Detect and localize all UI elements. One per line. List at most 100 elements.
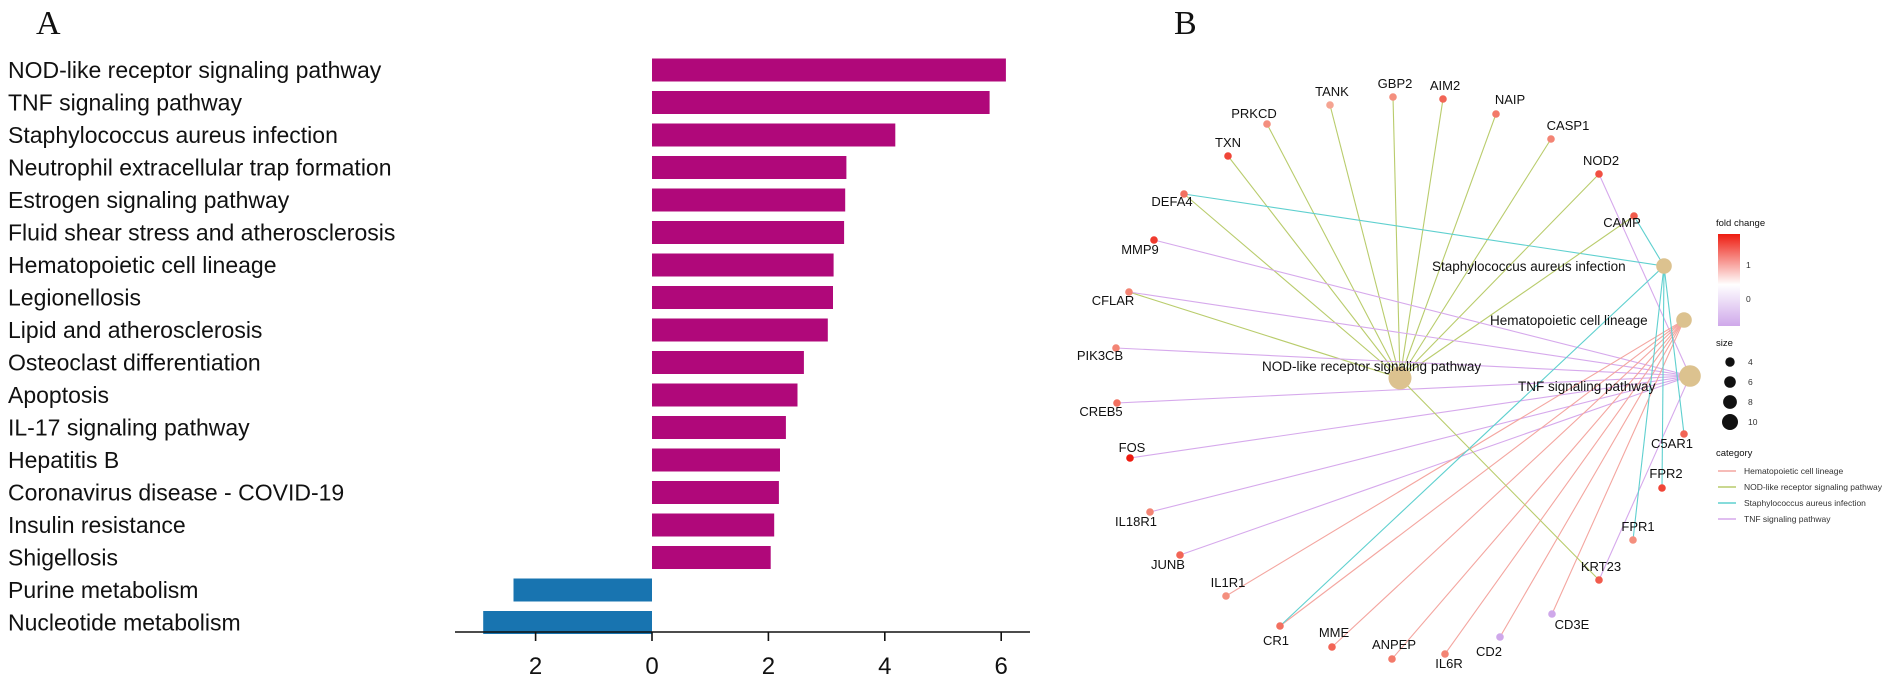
- x-tick-label: 2: [529, 653, 542, 680]
- category-label: Estrogen signaling pathway: [8, 187, 290, 213]
- network-edge: [1153, 239, 1691, 377]
- bar: [652, 58, 1006, 82]
- pathway-node-label: Hematopoietic cell lineage: [1490, 313, 1648, 328]
- gene-node-label: IL1R1: [1211, 575, 1246, 590]
- gene-node: [1146, 508, 1154, 516]
- network-edges: [1115, 96, 1691, 660]
- bar: [652, 91, 990, 114]
- bar: [652, 221, 845, 244]
- network-edge: [1399, 377, 1600, 581]
- category-label: Legionellosis: [8, 285, 141, 311]
- gene-node-label: ANPEP: [1372, 637, 1416, 652]
- category-legend-label: TNF signaling pathway: [1744, 514, 1831, 524]
- network-edge: [1128, 291, 1691, 377]
- network-edge: [1183, 193, 1665, 267]
- gene-node: [1496, 633, 1504, 641]
- category-label: Purine metabolism: [8, 577, 198, 603]
- network-edge: [1392, 96, 1401, 379]
- network-edge: [1661, 265, 1665, 489]
- size-legend-dot: [1724, 376, 1736, 388]
- bar: [513, 578, 652, 602]
- network-edge: [1128, 291, 1401, 379]
- gene-node-label: CR1: [1263, 633, 1289, 648]
- gene-node-label: DEFA4: [1151, 194, 1192, 209]
- legend-category-title: category: [1716, 448, 1753, 459]
- network-edge: [1551, 319, 1685, 615]
- gene-node: [1595, 576, 1603, 584]
- panel-b-letter: B: [1174, 5, 1197, 42]
- gene-node-label: KRT23: [1581, 559, 1621, 574]
- gene-node: [1150, 236, 1158, 244]
- category-label: Insulin resistance: [8, 512, 186, 538]
- gene-node-label: FOS: [1119, 440, 1146, 455]
- category-label: Lipid and atherosclerosis: [8, 317, 262, 343]
- category-label: Apoptosis: [8, 382, 109, 408]
- gene-node-label: IL18R1: [1115, 514, 1157, 529]
- legend-fc-tick: 1: [1746, 260, 1751, 270]
- bar: [652, 383, 798, 407]
- gene-node: [1658, 484, 1666, 492]
- size-legend-label: 4: [1748, 357, 1753, 367]
- category-label: Nucleotide metabolism: [8, 610, 241, 636]
- x-tick-label: 6: [995, 653, 1008, 680]
- gene-node: [1388, 655, 1396, 663]
- category-label: Neutrophil extracellular trap formation: [8, 155, 392, 181]
- gene-node-label: NAIP: [1495, 92, 1525, 107]
- pathway-node-label: Staphylococcus aureus infection: [1432, 259, 1626, 274]
- size-legend-label: 10: [1748, 417, 1758, 427]
- gene-node: [1276, 622, 1284, 630]
- bar: [652, 318, 828, 342]
- network-edge: [1444, 319, 1685, 655]
- category-label: Hematopoietic cell lineage: [8, 252, 277, 278]
- network-edge: [1632, 265, 1665, 541]
- category-label: Coronavirus disease - COVID-19: [8, 480, 344, 506]
- gene-node: [1263, 120, 1271, 128]
- category-label: Shigellosis: [8, 545, 118, 571]
- gene-node-label: MME: [1319, 625, 1350, 640]
- category-label: Hepatitis B: [8, 447, 119, 473]
- gene-node-label: TANK: [1315, 84, 1349, 99]
- gene-node-label: CD2: [1476, 644, 1502, 659]
- gene-node: [1112, 344, 1120, 352]
- gene-node-label: PIK3CB: [1077, 348, 1123, 363]
- network-edge: [1598, 375, 1691, 581]
- gene-node: [1680, 430, 1688, 438]
- network-edge: [1633, 215, 1665, 267]
- network-legend: fold change 1 0 size 4 6 8 10 category Hema…: [1716, 218, 1883, 524]
- gene-node-label: NOD2: [1583, 153, 1619, 168]
- bar: [483, 611, 652, 634]
- bar: [652, 546, 771, 569]
- bar: [652, 481, 779, 504]
- size-legend-dot: [1723, 395, 1737, 409]
- network-edge: [1225, 319, 1685, 597]
- gene-node: [1326, 101, 1334, 109]
- network-edge: [1399, 113, 1497, 379]
- gene-node-label: MMP9: [1121, 242, 1159, 257]
- gene-node-label: CD3E: [1555, 617, 1590, 632]
- gene-node: [1176, 551, 1184, 559]
- size-legend-dot: [1722, 414, 1738, 430]
- category-label: NOD-like receptor signaling pathway: [8, 57, 382, 83]
- network-edge: [1399, 173, 1600, 379]
- gene-node: [1548, 610, 1556, 618]
- gene-node-label: AIM2: [1430, 78, 1460, 93]
- category-label: Osteoclast differentiation: [8, 350, 261, 376]
- x-tick-label: 4: [878, 653, 891, 680]
- gene-node: [1439, 95, 1447, 103]
- legend-fc-tick: 0: [1746, 294, 1751, 304]
- network-edge: [1279, 319, 1685, 627]
- bar: [652, 416, 786, 439]
- network-edge: [1279, 265, 1665, 627]
- bar-chart: NOD-like receptor signaling pathway TNF s…: [8, 57, 1030, 680]
- panel-a-letter: A: [36, 5, 61, 42]
- pathway-node-label: NOD-like receptor signaling pathway: [1262, 359, 1481, 374]
- gene-node-label: CFLAR: [1092, 293, 1135, 308]
- gene-node: [1180, 190, 1188, 198]
- bar: [652, 123, 896, 147]
- category-label: Fluid shear stress and atherosclerosis: [8, 220, 395, 246]
- bar: [652, 156, 847, 179]
- network-edge: [1183, 193, 1401, 379]
- network-edge: [1331, 319, 1685, 648]
- category-legend-label: Staphylococcus aureus infection: [1744, 498, 1866, 508]
